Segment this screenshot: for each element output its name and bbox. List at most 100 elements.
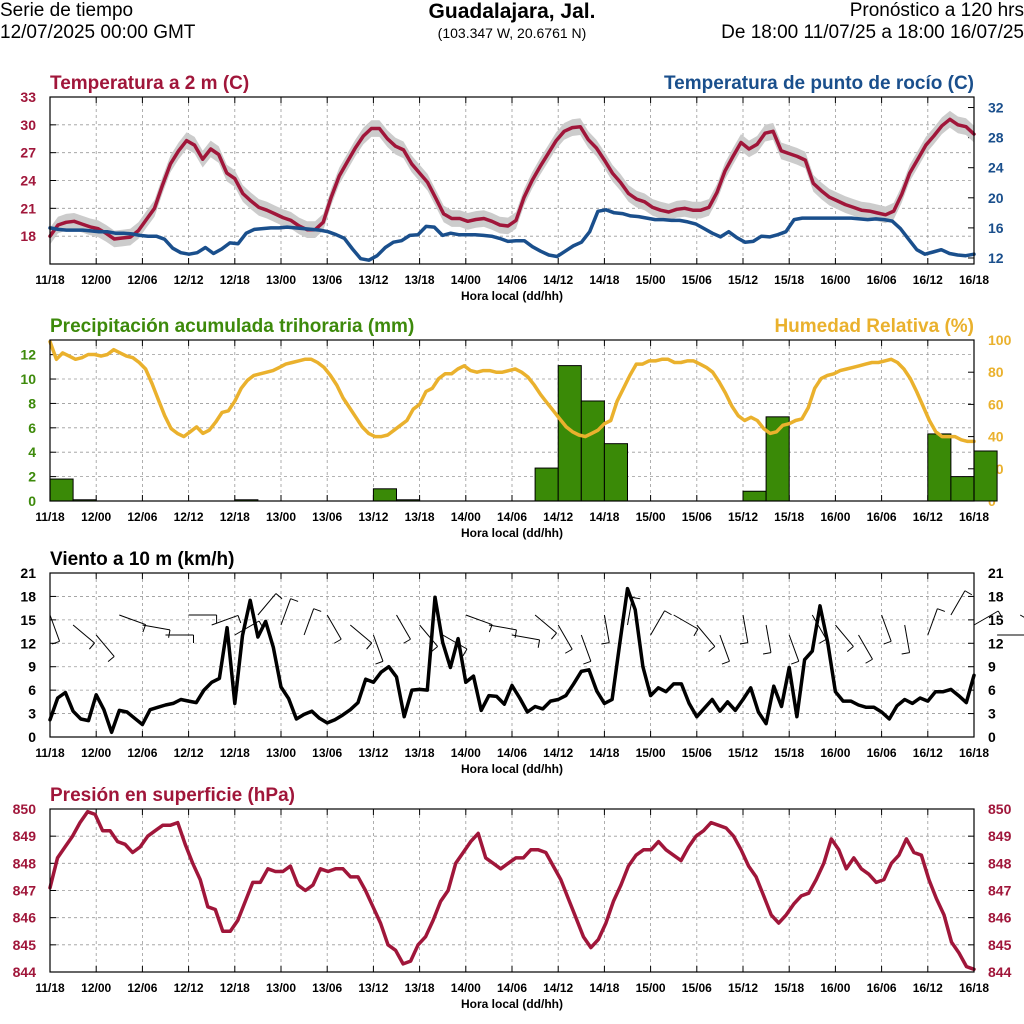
x-tick-label: 13/00 bbox=[266, 981, 296, 995]
y-tick-label-right: 12 bbox=[988, 250, 1004, 266]
x-tick-label: 12/00 bbox=[81, 981, 111, 995]
y-tick-label-right: 20 bbox=[988, 190, 1004, 206]
x-tick-label: 13/06 bbox=[312, 981, 342, 995]
chart-title-left: Temperatura a 2 m (C) bbox=[50, 73, 249, 94]
wind-barb bbox=[257, 593, 277, 616]
x-tick-label: 15/18 bbox=[774, 273, 804, 287]
wind-barb bbox=[442, 634, 468, 650]
x-tick-label: 13/00 bbox=[266, 273, 296, 287]
x-tick-label: 13/00 bbox=[266, 746, 296, 760]
wind-barb-feather bbox=[462, 648, 468, 657]
wind-barb-feather bbox=[275, 593, 283, 600]
x-tick-label: 14/12 bbox=[543, 510, 573, 524]
y-tick-label-right: 18 bbox=[988, 588, 1004, 604]
wind-barb-feather bbox=[237, 615, 242, 624]
x-tick-label: 14/00 bbox=[451, 746, 481, 760]
x-tick-label: 15/06 bbox=[682, 746, 712, 760]
forecast-period: De 18:00 11/07/25 a 18:00 16/07/25 bbox=[721, 22, 1024, 43]
forecast-length: Pronóstico a 120 hrs bbox=[849, 0, 1024, 21]
x-tick-label: 11/18 bbox=[35, 746, 65, 760]
wind-barb bbox=[234, 620, 260, 636]
wind-barb-feather bbox=[168, 629, 171, 638]
x-tick-label: 13/18 bbox=[405, 273, 435, 287]
y-tick-label-right: 3 bbox=[988, 706, 996, 722]
x-tick-label: 14/12 bbox=[543, 746, 573, 760]
precip-bar bbox=[603, 443, 629, 502]
x-tick-label: 15/12 bbox=[728, 273, 758, 287]
chart-panel-temp: Temperatura a 2 m (C) Temperatura de punt… bbox=[20, 73, 1003, 303]
y-tick-label-left: 846 bbox=[13, 910, 37, 926]
y-tick-label-right: 40 bbox=[988, 429, 1004, 445]
y-tick-label-right: 60 bbox=[988, 396, 1004, 412]
y-tick-label-left: 18 bbox=[20, 228, 36, 244]
chart-panel-pres: Presión en superficie (hPa) 11/18 12/00 12/… bbox=[13, 785, 1012, 1011]
chart-title-right: Temperatura de punto de rocío (C) bbox=[664, 73, 974, 94]
y-tick-label-left: 6 bbox=[28, 420, 36, 436]
wind-barb-feather bbox=[89, 642, 95, 650]
wind-barb-feather bbox=[819, 638, 827, 644]
wind-barb bbox=[534, 614, 557, 634]
x-tick-label: 15/12 bbox=[728, 510, 758, 524]
wind-barb bbox=[811, 614, 827, 640]
y-tick-label-right: 0 bbox=[988, 729, 996, 745]
wind-barb bbox=[1019, 614, 1024, 618]
series-line bbox=[48, 208, 976, 262]
x-tick-label: 16/06 bbox=[867, 981, 897, 995]
wind-barb-feather bbox=[632, 596, 641, 600]
y-tick-label-left: 4 bbox=[28, 444, 36, 460]
x-tick-label: 12/12 bbox=[174, 273, 204, 287]
x-tick-label: 12/18 bbox=[220, 273, 250, 287]
precip-bar bbox=[927, 433, 952, 502]
x-tick-label: 14/06 bbox=[497, 510, 527, 524]
y-tick-label-right: 21 bbox=[988, 565, 1004, 581]
x-tick-label: 16/06 bbox=[867, 746, 897, 760]
chart-panel-precip: Precipitación acumulada trihoraria (mm) H… bbox=[20, 316, 1011, 540]
x-tick-label: 14/18 bbox=[589, 510, 619, 524]
y-tick-label-right: 849 bbox=[988, 828, 1012, 844]
wind-barb-feather bbox=[601, 642, 610, 645]
x-tick-label: 13/06 bbox=[312, 510, 342, 524]
chart-title-right: Humedad Relativa (%) bbox=[774, 316, 974, 337]
x-tick-label: 16/18 bbox=[959, 273, 989, 287]
wind-barb bbox=[465, 614, 493, 626]
chart-title-left: Viento a 10 m (km/h) bbox=[50, 549, 234, 570]
x-tick-label: 13/06 bbox=[312, 273, 342, 287]
x-tick-label: 12/00 bbox=[81, 746, 111, 760]
precip-bar bbox=[534, 467, 559, 502]
wind-barb bbox=[603, 614, 610, 643]
x-tick-label: 16/00 bbox=[820, 273, 850, 287]
x-tick-label: 15/18 bbox=[774, 981, 804, 995]
wind-barb-feather bbox=[313, 608, 322, 612]
precip-bar bbox=[372, 488, 397, 502]
wind-barb-feather bbox=[403, 638, 411, 644]
x-tick-label: 11/18 bbox=[35, 273, 65, 287]
x-tick-label: 16/18 bbox=[959, 746, 989, 760]
wind-barb bbox=[696, 624, 716, 647]
x-tick-label: 12/06 bbox=[127, 746, 157, 760]
wind-barb-feather bbox=[997, 610, 1003, 619]
run-datetime: 12/07/2025 00:00 GMT bbox=[0, 22, 196, 43]
wind-barb-feather bbox=[375, 660, 384, 665]
y-tick-label-right: 844 bbox=[988, 964, 1012, 980]
y-tick-label-right: 24 bbox=[988, 160, 1004, 176]
y-tick-label-right: 845 bbox=[988, 937, 1012, 953]
wind-barb-feather bbox=[721, 660, 730, 665]
wind-barb-feather bbox=[51, 640, 60, 645]
wind-barb bbox=[419, 624, 438, 647]
chart-title-left: Presión en superficie (hPa) bbox=[50, 785, 295, 806]
y-tick-label-left: 844 bbox=[13, 964, 37, 980]
x-tick-label: 12/00 bbox=[81, 510, 111, 524]
y-tick-label-right: 848 bbox=[988, 855, 1012, 871]
x-tick-label: 14/12 bbox=[543, 273, 573, 287]
x-tick-label: 12/12 bbox=[174, 981, 204, 995]
y-tick-label-left: 9 bbox=[28, 659, 36, 675]
x-tick-label: 11/18 bbox=[35, 981, 65, 995]
y-tick-label-left: 847 bbox=[13, 883, 37, 899]
wind-barb bbox=[673, 614, 699, 630]
wind-barb-feather bbox=[514, 629, 517, 638]
y-tick-label-right: 6 bbox=[988, 682, 996, 698]
y-tick-label-left: 27 bbox=[20, 145, 36, 161]
location-coordinates: (103.347 W, 20.6761 N) bbox=[437, 25, 587, 41]
x-tick-label: 16/06 bbox=[867, 273, 897, 287]
